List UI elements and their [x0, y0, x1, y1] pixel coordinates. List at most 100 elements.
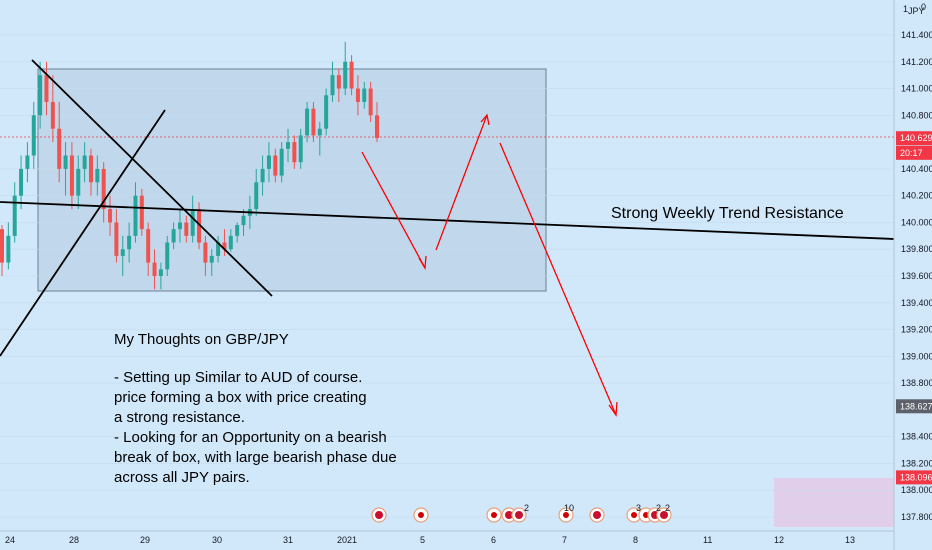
candle-body — [241, 215, 246, 226]
event-uk-flag-icon[interactable] — [589, 507, 605, 523]
price-tag — [896, 145, 932, 160]
candle-body — [57, 128, 62, 169]
event-jp-flag-icon[interactable] — [486, 507, 502, 523]
candle-body — [355, 88, 360, 102]
candle-body — [362, 88, 367, 102]
event-jp-flag-icon[interactable] — [558, 507, 574, 523]
candle-body — [343, 61, 348, 89]
candle-body — [311, 108, 316, 136]
candle — [19, 155, 24, 210]
candle — [108, 195, 113, 236]
candle-body — [120, 249, 125, 256]
candle — [114, 209, 119, 263]
price-axis[interactable]: 141.400 141.200 141.000 140.800 140.400 140.2… — [893, 0, 932, 550]
candle-body — [298, 135, 303, 163]
candle-body — [6, 235, 11, 263]
event-count: 2 — [524, 503, 529, 513]
candle-body — [165, 242, 170, 270]
candle — [120, 235, 125, 276]
candle — [292, 135, 297, 169]
symbol-label: 0 — [921, 2, 926, 12]
candle-body — [0, 229, 4, 263]
candle — [324, 88, 329, 136]
candle-body — [222, 242, 227, 250]
price-tag-label: 140.629 — [900, 133, 932, 143]
symbol-label: JPY — [908, 6, 925, 16]
x-tick-label: 8 — [633, 535, 638, 545]
y-tick-label: 139.000 — [901, 351, 932, 361]
event-uk-flag-icon[interactable] — [371, 507, 387, 523]
candle — [368, 81, 373, 123]
candle-body — [63, 155, 68, 169]
candle-body — [158, 269, 163, 276]
candlestick-series — [0, 41, 379, 290]
consolidation-box[interactable] — [37, 68, 547, 292]
arrow-up — [435, 114, 488, 251]
arrow-down-1 — [361, 151, 426, 269]
price-tag-label: 138.627 — [900, 401, 932, 411]
candle-body — [209, 255, 214, 263]
candle-body — [152, 262, 157, 276]
candle — [260, 155, 265, 196]
resistance-label: Strong Weekly Trend Resistance — [611, 205, 844, 222]
projection-arrows — [361, 113, 618, 417]
candle-body — [95, 168, 100, 183]
candle-body — [108, 209, 113, 223]
candle-body — [305, 108, 310, 136]
candle — [298, 128, 303, 169]
candle-body — [336, 75, 341, 89]
candle-body — [31, 115, 36, 156]
notes-line: - Setting up Similar to AUD of course. — [114, 369, 362, 386]
event-count: 2 — [656, 503, 661, 513]
candle-body — [25, 155, 30, 169]
event-uk-flag-icon[interactable] — [656, 507, 672, 523]
candle — [222, 229, 227, 256]
price-tag — [896, 399, 932, 414]
candle — [82, 142, 87, 183]
candle — [0, 225, 4, 276]
time-axis[interactable]: 24 28 29 30 31 2021 5 6 7 8 11 12 13 — [0, 530, 894, 545]
y-tick-label: 140.400 — [901, 164, 932, 174]
candle — [50, 75, 55, 143]
candle-body — [286, 142, 291, 149]
falling-trendline[interactable] — [31, 59, 273, 297]
event-jp-flag-icon[interactable] — [413, 507, 429, 523]
x-tick-label: 11 — [703, 535, 712, 545]
candle-body — [69, 155, 74, 196]
candle — [63, 142, 68, 196]
candle — [31, 101, 36, 169]
candle-body — [184, 222, 189, 236]
economic-events[interactable]: 2 10 3 2 2 — [371, 503, 672, 523]
candle — [127, 222, 132, 263]
candle-body — [216, 242, 221, 256]
candle — [95, 155, 100, 196]
x-tick-label: 7 — [562, 535, 567, 545]
candle-body — [101, 168, 106, 210]
y-tick-label: 139.600 — [901, 271, 932, 281]
candle — [152, 249, 157, 290]
x-tick-label: 12 — [774, 535, 784, 545]
candle-body — [146, 229, 151, 263]
candle-body — [82, 155, 87, 169]
arrow-down-2-head — [608, 401, 618, 417]
price-tag-label: 138.096 — [900, 472, 932, 482]
candle — [273, 148, 278, 183]
notes-block: My Thoughts on GBP/JPY - Setting up Simi… — [114, 331, 397, 486]
y-tick-label: 140.200 — [901, 191, 932, 201]
candle — [349, 55, 354, 96]
candle — [254, 168, 259, 216]
candle-body — [38, 75, 43, 116]
x-tick-label: 29 — [140, 535, 150, 545]
candle-body — [197, 209, 202, 243]
candle — [286, 128, 291, 163]
candle — [216, 235, 221, 263]
rising-trendline[interactable] — [0, 109, 166, 357]
y-tick-label: 138.800 — [901, 378, 932, 388]
x-tick-label: 28 — [69, 535, 79, 545]
candle — [266, 142, 271, 183]
event-uk-flag-icon[interactable] — [511, 507, 527, 523]
candle — [241, 209, 246, 236]
y-tick-label: 139.800 — [901, 244, 932, 254]
